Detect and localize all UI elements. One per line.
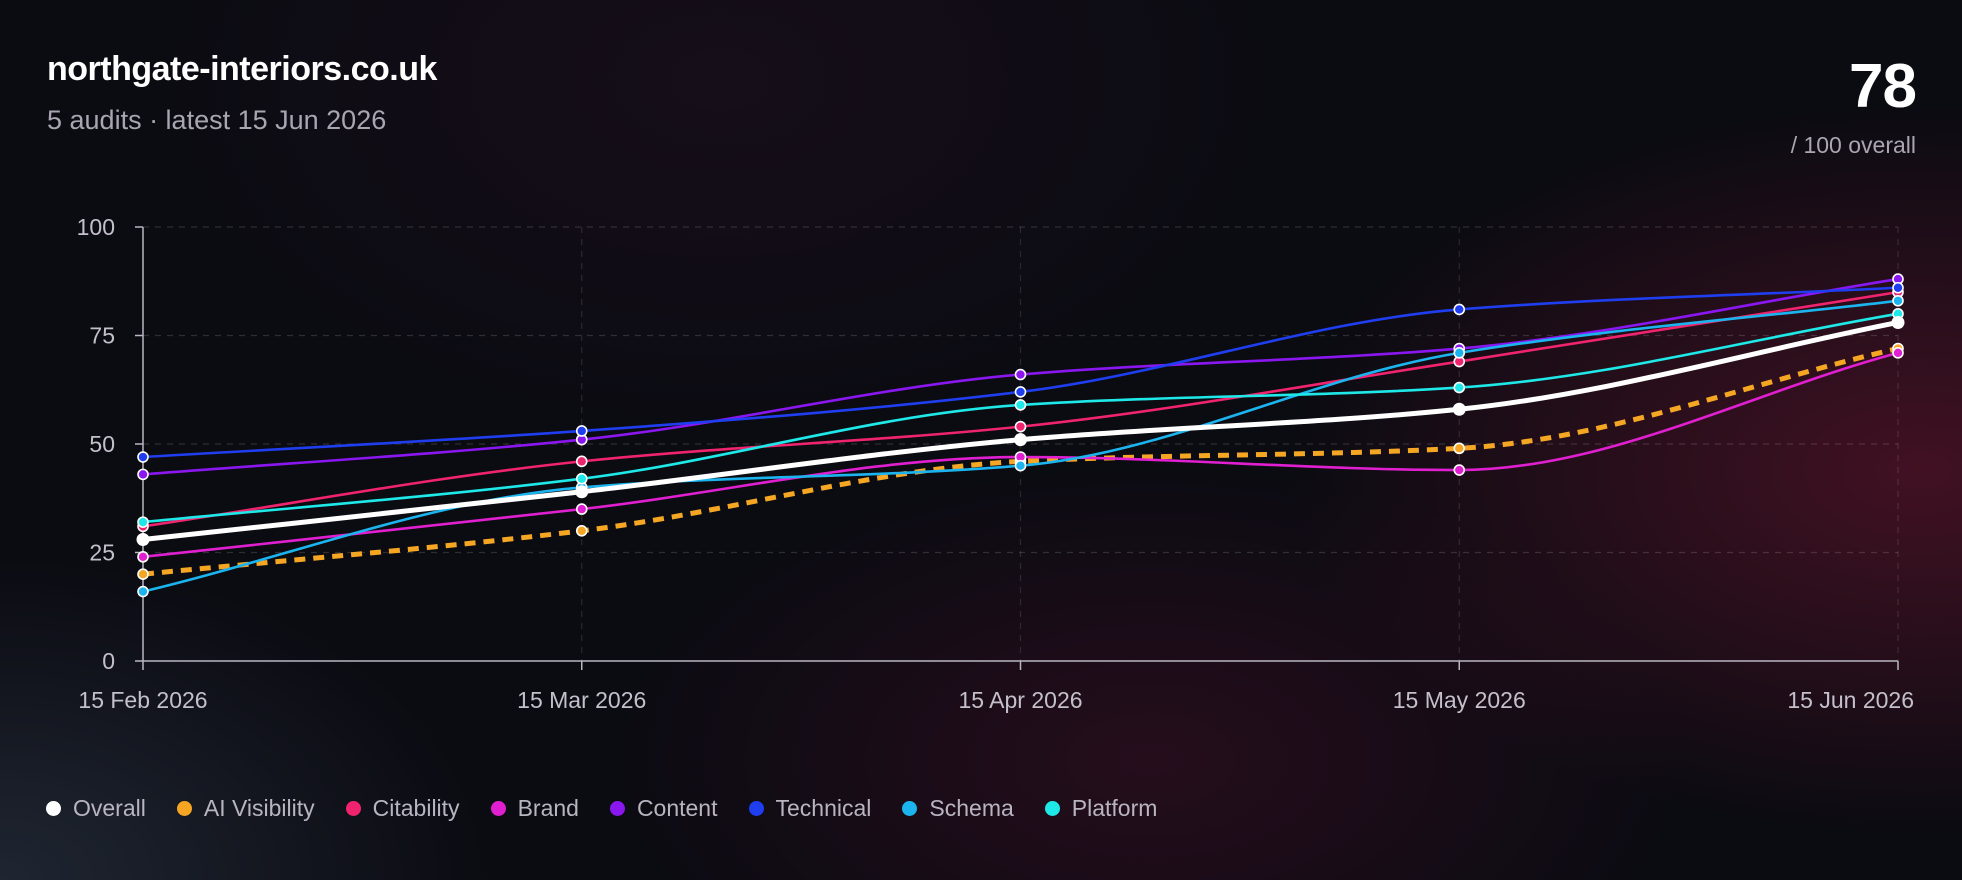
data-point-content [137,468,149,481]
y-tick-label: 50 [89,431,115,457]
data-point-brand [575,503,588,515]
legend-item-content[interactable]: Content [609,795,718,822]
data-point-content [1014,368,1027,381]
series-line-ai-visibility [142,346,1899,577]
legend-swatch [176,801,192,816]
legend-label: Overall [73,795,146,821]
data-point-citability [1014,420,1027,433]
data-point-technical [1014,386,1027,398]
x-tick-label: 15 May 2026 [1393,687,1526,713]
site-title: northgate-interiors.co.uk [47,50,437,88]
chart-legend: Overall AI Visibility Citability Brand Conte… [46,795,1188,822]
data-point-overall [136,532,150,546]
legend-swatch [1044,801,1060,816]
y-tick-label: 0 [102,648,115,674]
legend-label: Technical [775,795,872,821]
legend-item-brand[interactable]: Brand [490,795,579,822]
overall-score: 78 [1849,52,1917,121]
legend-swatch [345,801,361,816]
data-point-brand [1453,464,1466,476]
x-tick-label: 15 Apr 2026 [958,687,1082,713]
data-point-schema [137,585,149,598]
legend-item-citability[interactable]: Citability [345,795,460,822]
audit-summary: 5 audits · latest 15 Jun 2026 [47,105,387,135]
overall-score-label: / 100 overall [1790,132,1916,158]
legend-label: Content [636,795,718,821]
x-tick-label: 15 Mar 2026 [517,687,646,713]
legend-swatch [902,801,918,816]
legend-label: Platform [1071,795,1158,821]
data-point-platform [1453,381,1466,394]
legend-label: Citability [372,795,460,821]
score-history-chart: 0 25 50 75 100 15 Feb 2026 15 Mar 2026 15 Apr 2… [77,214,1914,713]
data-point-platform [575,472,588,485]
legend-label: Brand [517,795,579,821]
legend-label: Schema [929,795,1014,821]
legend-swatch [609,801,625,816]
data-point-ai-visibility [1453,442,1466,455]
data-point-overall [575,485,589,499]
data-point-ai-visibility [575,524,588,537]
data-point-technical [137,451,149,463]
legend-item-schema[interactable]: Schema [902,795,1014,822]
legend-item-technical[interactable]: Technical [748,795,872,822]
data-point-schema [1892,294,1904,307]
legend-swatch [748,801,764,816]
data-point-platform [1014,399,1027,411]
y-tick-label: 75 [89,323,115,349]
data-point-technical [1453,303,1466,316]
x-tick-label: 15 Feb 2026 [78,687,207,713]
data-point-overall [1014,433,1027,447]
data-point-overall [1891,315,1905,329]
y-tick-label: 100 [77,214,115,240]
data-point-brand [137,551,149,563]
data-point-technical [1892,281,1904,294]
chart-series [136,273,1905,598]
y-tick-label: 25 [89,540,115,566]
legend-item-platform[interactable]: Platform [1044,795,1158,822]
data-point-technical [575,425,588,437]
data-point-schema [1453,347,1466,359]
data-point-ai-visibility [137,568,149,581]
legend-item-ai-visibility[interactable]: AI Visibility [176,795,315,822]
legend-swatch [490,801,506,816]
data-point-citability [575,455,588,468]
data-point-platform [137,516,149,528]
legend-label: AI Visibility [203,795,315,821]
legend-swatch [46,801,61,816]
x-tick-label: 15 Jun 2026 [1787,687,1914,713]
data-point-overall [1452,402,1466,416]
data-point-schema [1014,459,1027,472]
chart-axes: 0 25 50 75 100 15 Feb 2026 15 Mar 2026 15 Apr 2… [77,214,1914,713]
data-point-brand [1892,347,1904,359]
legend-item-overall[interactable]: Overall [46,795,146,822]
